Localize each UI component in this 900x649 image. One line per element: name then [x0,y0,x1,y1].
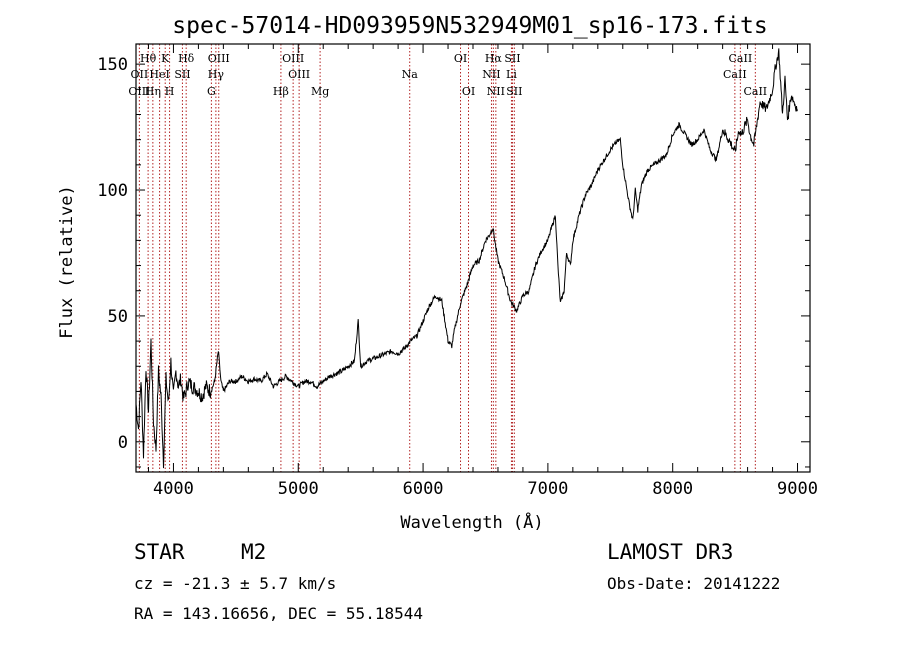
object-type: STAR [134,540,185,564]
line-label-labels_row1-8: CaII [729,52,753,65]
y-tick-label-3: 150 [97,55,128,75]
line-label-labels_row1-6: Hα [485,52,503,65]
chart-title: spec-57014-HD093959N532949M01_sp16-173.f… [172,13,767,39]
x-tick-label-5: 9000 [777,479,818,499]
line-label-labels_row2-4: OIII [288,68,310,81]
obs-date: Obs-Date: 20141222 [607,574,781,593]
x-tick-label-2: 6000 [403,479,444,499]
line-label-labels_row3-6: OI [462,85,475,98]
line-label-labels_row2-7: Li [506,68,517,81]
line-label-labels_row3-8: SII [506,85,522,98]
line-label-labels_row3-1: Hη [145,85,161,98]
line-label-labels_row2-3: Hγ [208,68,225,81]
line-label-labels_row2-8: CaII [723,68,747,81]
axes: 4000 5000 6000 7000 8000 9000 0 50 100 150 [97,44,818,499]
line-label-labels_row1-0: Hθ [140,52,157,65]
x-tick-label-3: 7000 [527,479,568,499]
line-label-labels_row3-5: Mg [311,85,329,98]
spectrum-series [135,48,798,469]
line-label-labels_row1-1: K [161,52,170,65]
line-label-labels_row2-0: OII [131,68,149,81]
spectrum-line [135,48,798,469]
line-label-labels_row2-2: SII [174,68,190,81]
y-tick-label-1: 50 [108,307,128,327]
x-tick-label-0: 4000 [153,479,194,499]
line-label-labels_row3-3: G [207,85,216,98]
x-axis-label: Wavelength (Å) [400,511,543,533]
line-label-labels_row1-3: OIII [208,52,230,65]
y-axis-label: Flux (relative) [57,185,77,339]
line-label-labels_row2-6: NII [482,68,500,81]
object-subclass: M2 [241,540,267,564]
redshift-value: cz = -21.3 ± 5.7 km/s [134,574,337,593]
line-label-labels_row1-2: Hδ [178,52,195,65]
line-label-labels_row3-0: OIII [128,85,150,98]
plot-frame [135,43,811,473]
line-label-labels_row3-4: Hβ [273,85,289,98]
line-label-labels_row3-7: NII [487,85,505,98]
line-label-labels_row3-2: H [165,85,175,98]
line-label-labels_row1-5: OI [454,52,467,65]
survey-name: LAMOST DR3 [607,540,734,564]
line-label-labels_row1-4: OIII [282,52,304,65]
coordinates: RA = 143.16656, DEC = 55.18544 [134,604,423,623]
y-tick-label-2: 100 [97,181,128,201]
line-label-labels_row1-7: SII [504,52,520,65]
line-label-labels_row2-1: HeI [149,68,169,81]
y-tick-label-0: 0 [118,433,128,453]
line-label-labels_row2-5: Na [402,68,419,81]
line-label-labels_row3-9: CaII [743,85,767,98]
x-tick-label-1: 5000 [278,479,319,499]
x-tick-label-4: 8000 [652,479,693,499]
